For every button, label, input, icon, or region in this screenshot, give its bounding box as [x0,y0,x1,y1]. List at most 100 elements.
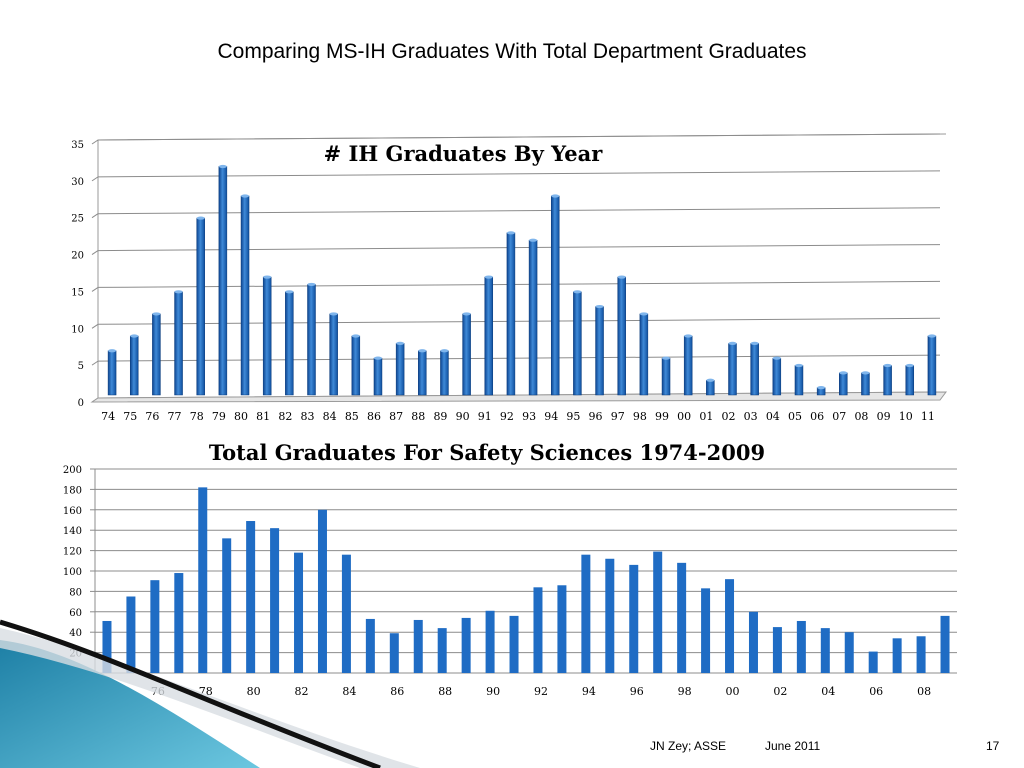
y-tick-label: 40 [69,628,82,639]
bar [661,356,671,396]
bar [916,636,926,673]
x-tick-label: 90 [486,685,500,698]
bar [839,371,848,396]
bar [351,334,361,396]
bar [725,579,735,673]
bar-top [218,164,227,169]
x-tick-label: 86 [367,410,381,423]
bar-body [285,291,294,396]
x-tick-label: 83 [301,410,315,423]
bar-top [462,312,471,316]
x-tick-label: 00 [726,685,740,698]
bar-top [861,371,870,375]
bar [418,349,427,396]
bar [533,587,543,673]
bar-body [196,217,205,396]
bar [927,334,937,396]
bar [509,615,519,673]
bar-top [196,216,205,220]
bar-top [794,363,803,368]
x-tick-label: 84 [342,685,356,698]
bar [196,216,205,396]
y-tick-label: 180 [63,485,82,496]
bar-body [639,313,649,396]
bar-body [418,350,427,396]
bar-body [617,276,626,396]
bar [794,363,804,396]
x-tick-label: 04 [766,410,780,423]
bar-body [883,365,892,396]
bar [750,341,759,396]
bar [365,618,375,673]
bar-body [750,343,759,396]
gridline-side [91,176,99,182]
x-tick-label: 99 [655,410,669,423]
x-tick-label: 94 [544,410,558,423]
x-tick-label: 86 [390,685,404,698]
bar-body [307,284,316,396]
bar-body [528,239,538,396]
footer-author: JN Zey; ASSE [650,739,727,753]
bar [528,238,538,396]
bar [373,356,383,396]
bar-top [750,341,759,345]
bar [605,558,615,673]
x-tick-label: 76 [145,410,159,423]
bar-top [285,290,294,294]
bar-body [262,276,272,396]
y-tick-label: 160 [63,506,82,517]
bar [262,275,272,396]
y-tick-label: 80 [69,587,82,598]
x-tick-label: 08 [917,685,931,698]
bar [461,617,471,673]
bar [772,627,782,673]
bar [317,509,327,673]
x-tick-label: 81 [256,410,270,423]
x-tick-label: 97 [611,410,625,423]
bar-top [728,341,737,345]
bar-body [107,350,117,396]
bar [485,610,495,673]
gridline [97,354,941,362]
bar [270,528,280,673]
y-tick-label: 5 [78,361,84,372]
bar [198,487,208,673]
bar-top [772,356,781,360]
y-tick-label: 140 [63,526,82,537]
bar-top [506,231,515,235]
safety-sciences-graduates-chart: Total Graduates For Safety Sciences 1974… [63,440,957,698]
x-tick-label: 80 [247,685,261,698]
bar [440,349,449,396]
bar [868,651,878,673]
gridline-side [91,360,99,366]
x-tick-label: 96 [630,685,644,698]
bar-top [484,275,493,279]
y-tick-label: 60 [69,608,82,619]
x-tick-label: 09 [877,410,891,423]
bar-top [817,386,826,390]
x-tick-label: 85 [345,410,359,423]
gridline-side [91,323,99,329]
bar [844,632,854,673]
bar [677,562,687,673]
x-tick-label: 96 [589,410,603,423]
bar [905,363,915,396]
x-tick-label: 75 [123,410,137,423]
bar-body [351,335,361,396]
bar [107,349,117,396]
bar [341,554,351,673]
bar-top [595,304,604,309]
y-tick-label: 100 [63,567,82,578]
bar [892,638,902,673]
bar-top [662,356,671,360]
bar [861,371,870,396]
bar-top [130,334,139,338]
bar-top [174,290,183,294]
x-tick-label: 02 [773,685,787,698]
x-tick-label: 90 [456,410,470,423]
bar-body [661,357,671,396]
bar [653,551,663,673]
bar [617,275,626,396]
gridline [97,244,941,252]
bar [174,573,184,673]
